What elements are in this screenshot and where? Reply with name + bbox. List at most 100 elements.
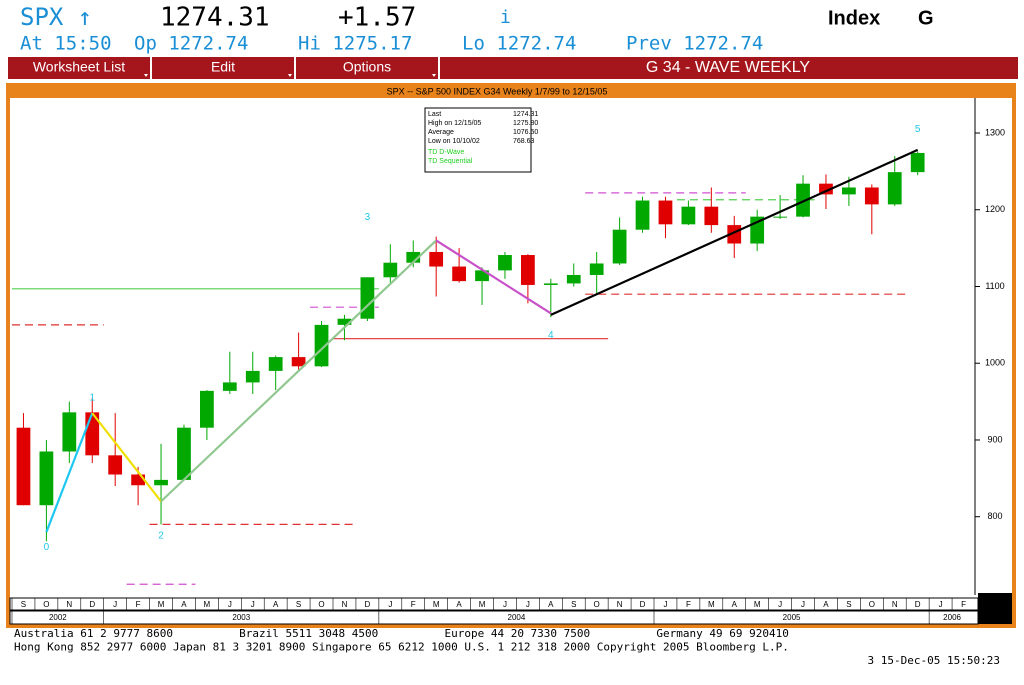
chart-area: [10, 98, 1012, 598]
wave-label: 1: [89, 392, 95, 403]
year-axis: [9, 610, 979, 625]
y-tick-label: 1100: [985, 281, 1004, 291]
candle-body: [589, 263, 604, 275]
candle-body: [406, 251, 421, 263]
change: +1.57: [338, 3, 416, 33]
info-value: 1076.50: [513, 129, 538, 136]
info-label: Last: [428, 111, 441, 118]
candle-body: [39, 451, 54, 506]
month-label: D: [915, 600, 921, 609]
month-label: A: [732, 600, 738, 609]
trend-line: [91, 412, 162, 503]
candle-body: [452, 266, 466, 282]
month-label: O: [318, 600, 324, 609]
candle-body: [154, 479, 168, 486]
month-label: M: [754, 600, 761, 609]
month-label: M: [433, 600, 440, 609]
month-label: J: [663, 600, 667, 609]
y-tick-label: 800: [987, 511, 1002, 521]
month-label: D: [89, 600, 95, 609]
wave-label: 5: [915, 124, 921, 135]
candle-body: [108, 455, 123, 475]
info-value: 768.63: [513, 138, 535, 145]
month-label: O: [43, 600, 49, 609]
quote-prev: Prev 1272.74: [626, 33, 763, 55]
footer-line: Hong Kong 852 2977 6000 Japan 81 3 3201 …: [14, 641, 789, 654]
menu-arrow: [288, 74, 292, 77]
month-label: M: [479, 600, 486, 609]
wave-label: 3: [365, 212, 371, 223]
candle-body: [887, 172, 902, 205]
month-label: F: [136, 600, 141, 609]
month-label: N: [617, 600, 623, 609]
quote-high: Hi 1275.17: [298, 33, 412, 55]
wave-label: 4: [548, 330, 554, 341]
month-label: S: [846, 600, 851, 609]
menu-label[interactable]: Worksheet List: [33, 59, 125, 75]
trend-line: [435, 239, 552, 315]
month-label: D: [640, 600, 646, 609]
candle-body: [337, 318, 352, 325]
candle-body: [475, 270, 489, 282]
candle-body: [291, 357, 306, 367]
y-tick-label: 1000: [985, 358, 1005, 368]
y-tick-label: 1200: [985, 204, 1005, 214]
price: 1274.31: [160, 3, 270, 33]
month-label: S: [571, 600, 576, 609]
ticker: SPX ↑: [20, 3, 92, 31]
month-label: F: [961, 600, 966, 609]
candle-body: [773, 216, 787, 218]
quote-low: Lo 1272.74: [462, 33, 576, 55]
month-label: J: [526, 600, 530, 609]
footer-line: 3 15-Dec-05 15:50:23: [868, 654, 1000, 667]
month-label: N: [66, 600, 72, 609]
function-title: G 34 - WAVE WEEKLY: [646, 59, 811, 76]
menu-button[interactable]: [296, 57, 438, 79]
candle-body: [360, 277, 375, 319]
month-label: J: [251, 600, 255, 609]
y-tick-label: 1300: [985, 127, 1005, 137]
month-label: N: [892, 600, 898, 609]
candle-body: [222, 382, 237, 391]
year-label: 2006: [943, 613, 961, 622]
month-label: A: [273, 600, 279, 609]
month-label: S: [296, 600, 301, 609]
year-label: 2004: [508, 613, 526, 622]
candle-body: [314, 324, 329, 367]
info-box: [424, 107, 532, 173]
month-label: A: [181, 600, 187, 609]
menu-arrow: [144, 74, 148, 77]
candle-body: [704, 206, 719, 226]
trend-line: [45, 412, 94, 533]
candle-body: [429, 251, 444, 267]
month-label: D: [365, 600, 371, 609]
market: Index: [828, 7, 880, 29]
quote-time: At 15:50: [20, 33, 112, 55]
month-label: A: [456, 600, 462, 609]
menu-button[interactable]: [152, 57, 294, 79]
menu-button[interactable]: [8, 57, 150, 79]
month-label: J: [939, 600, 943, 609]
info-icon[interactable]: i: [500, 7, 511, 28]
info-value: 1274.31: [513, 111, 538, 118]
candle-body: [543, 283, 558, 285]
month-label: O: [594, 600, 600, 609]
month-label: M: [158, 600, 165, 609]
candle-body: [910, 152, 925, 173]
footer-line: Australia 61 2 9777 8600 Brazil 5511 304…: [14, 627, 789, 640]
wave-label: 2: [158, 531, 164, 542]
month-axis: [9, 597, 979, 611]
month-label: A: [823, 600, 829, 609]
candle-body: [383, 262, 398, 278]
year-label: 2005: [783, 613, 801, 622]
trend-line: [550, 148, 919, 316]
candle-body: [131, 474, 145, 486]
month-label: J: [778, 600, 782, 609]
info-label: High on 12/15/05: [428, 120, 481, 127]
menu-label[interactable]: Options: [343, 59, 391, 75]
menu-label[interactable]: Edit: [211, 59, 235, 75]
month-label: A: [548, 600, 554, 609]
candle-body: [245, 370, 260, 383]
